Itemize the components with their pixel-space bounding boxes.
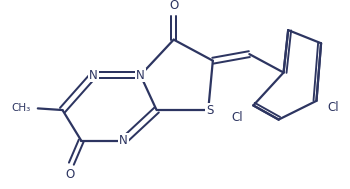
Text: Cl: Cl bbox=[231, 112, 243, 124]
Text: O: O bbox=[65, 168, 74, 181]
Text: O: O bbox=[169, 0, 178, 12]
Text: CH₃: CH₃ bbox=[11, 103, 30, 113]
Text: N: N bbox=[119, 134, 128, 147]
Text: S: S bbox=[206, 104, 213, 117]
Text: N: N bbox=[136, 69, 145, 82]
Text: Cl: Cl bbox=[328, 101, 340, 114]
Text: N: N bbox=[89, 69, 98, 82]
